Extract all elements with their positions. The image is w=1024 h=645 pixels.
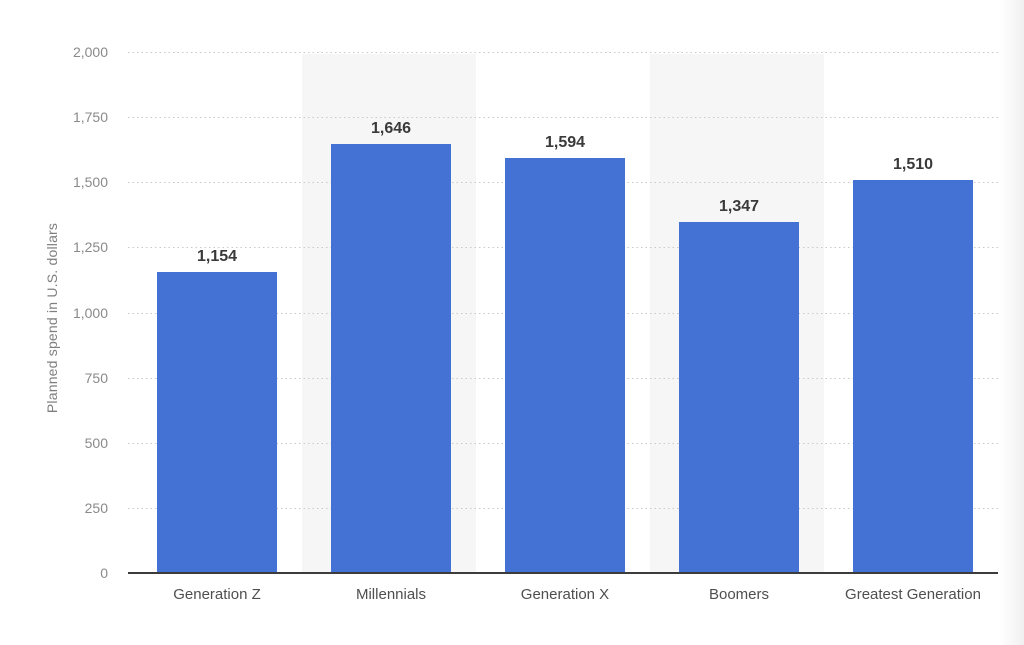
bar-greatest-generation (853, 179, 973, 573)
plot-area (128, 52, 998, 574)
bar-value-label: 1,646 (370, 120, 412, 138)
bar-layer (128, 52, 998, 573)
y-tick-label: 1,000 (72, 304, 108, 321)
bar-value-label: 1,510 (892, 155, 934, 173)
y-tick-label: 1,250 (72, 239, 108, 256)
bar-generation-z (157, 272, 277, 573)
bar-value-label: 1,347 (718, 198, 760, 216)
y-axis-title: Planned spend in U.S. dollars (44, 222, 60, 414)
y-tick-label: 500 (84, 434, 108, 451)
bar-generation-x (505, 157, 625, 573)
gridline (128, 52, 998, 53)
y-tick-label: 0 (100, 565, 108, 581)
gridline (128, 117, 998, 119)
bar-value-label: 1,594 (544, 133, 586, 151)
y-tick-label: 1,750 (72, 109, 108, 126)
bar-millennials (331, 144, 451, 573)
x-category-label: Greatest Generation (845, 586, 981, 603)
x-category-label: Boomers (708, 586, 770, 603)
x-category-label: Generation X (520, 586, 610, 603)
x-category-label: Generation Z (173, 586, 261, 603)
x-category-label: Millennials (355, 586, 427, 603)
y-tick-label: 1,500 (72, 174, 108, 191)
y-tick-label: 250 (84, 499, 108, 516)
x-axis-line (128, 572, 998, 574)
bar-boomers (679, 222, 799, 573)
y-tick-label: 2,000 (72, 44, 108, 60)
right-edge-shadow (1000, 0, 1024, 645)
y-tick-label: 750 (84, 369, 108, 386)
bar-value-label: 1,154 (196, 248, 238, 266)
